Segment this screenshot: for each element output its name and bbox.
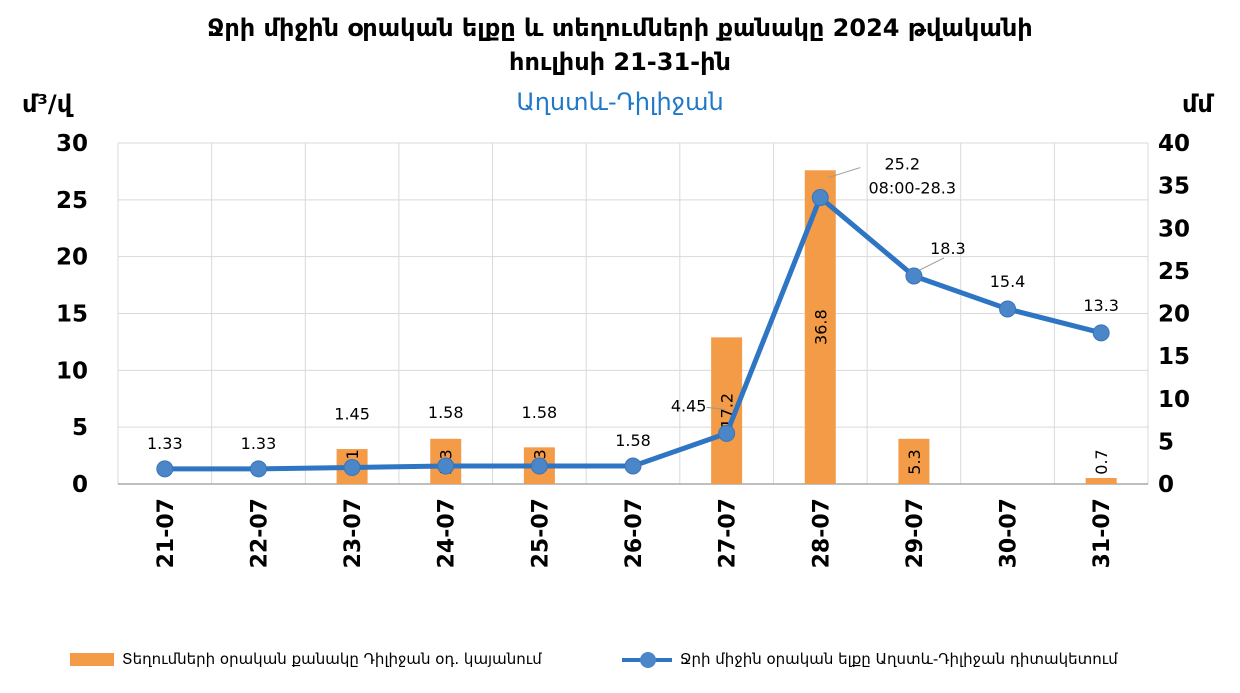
right-axis-tick-label: 5 bbox=[1158, 429, 1174, 455]
left-axis-tick-label: 20 bbox=[56, 245, 88, 271]
chart-title-line2: հուլիսի 21-31-ին bbox=[509, 48, 731, 76]
line-point-discharge bbox=[999, 300, 1017, 318]
bar-data-label: 5.3 bbox=[905, 449, 924, 474]
line-data-label: 1.58 bbox=[428, 403, 464, 422]
right-axis-tick-label: 20 bbox=[1158, 302, 1190, 328]
x-axis-tick-label: 25-07 bbox=[528, 498, 553, 568]
left-axis-unit: մ³/վ bbox=[22, 90, 73, 118]
line-point-discharge bbox=[905, 267, 923, 285]
x-axis-tick-label: 31-07 bbox=[1090, 498, 1115, 568]
x-axis-tick-label: 23-07 bbox=[341, 498, 366, 568]
line-point-discharge bbox=[437, 457, 455, 475]
leader-line bbox=[828, 167, 861, 179]
right-axis-tick-label: 0 bbox=[1158, 472, 1174, 498]
line-data-label: 13.3 bbox=[1083, 296, 1119, 315]
line-data-label: 25.2 bbox=[884, 155, 920, 174]
x-axis-tick-label: 26-07 bbox=[622, 498, 647, 568]
chart-title: Ջրի միջին օրական ելքը և տեղումների քանակ… bbox=[207, 14, 1033, 42]
line-point-discharge bbox=[811, 189, 829, 207]
line-data-label: 15.4 bbox=[990, 272, 1026, 291]
chart-plot: 0 5 10 15 20 25 30 0 5 10 15 20 25 30 35 40 21-07 22-07 23… bbox=[56, 131, 1190, 568]
line-data-label: 1.33 bbox=[147, 434, 183, 453]
chart-subtitle: Աղստև-Դիլիջան bbox=[516, 88, 724, 116]
line-data-label: 4.45 bbox=[671, 396, 707, 415]
line-data-label: 1.58 bbox=[615, 431, 651, 450]
right-axis-tick-label: 40 bbox=[1158, 131, 1190, 157]
right-axis-tick-label: 35 bbox=[1158, 174, 1190, 200]
x-axis-tick-label: 27-07 bbox=[716, 498, 741, 568]
line-point-discharge bbox=[530, 457, 548, 475]
line-data-label: 1.33 bbox=[241, 434, 277, 453]
x-axis-tick-label: 29-07 bbox=[903, 498, 928, 568]
legend-marker-swatch bbox=[640, 652, 656, 668]
leader-line bbox=[919, 257, 945, 271]
line-point-discharge bbox=[343, 459, 361, 477]
line-point-discharge bbox=[624, 457, 642, 475]
left-axis-tick-label: 10 bbox=[56, 358, 88, 384]
line-point-discharge bbox=[1092, 324, 1110, 342]
right-axis-tick-label: 15 bbox=[1158, 344, 1190, 370]
x-axis-tick-label: 21-07 bbox=[154, 498, 179, 568]
bar-precipitation bbox=[1085, 478, 1117, 484]
line-point-discharge bbox=[718, 424, 736, 442]
x-axis-tick-label: 28-07 bbox=[809, 498, 834, 568]
x-axis-tick-label: 30-07 bbox=[997, 498, 1022, 568]
bar-data-label: 36.8 bbox=[811, 309, 830, 345]
right-axis-tick-label: 25 bbox=[1158, 259, 1190, 285]
right-axis-tick-label: 30 bbox=[1158, 216, 1190, 242]
x-axis-tick-label: 24-07 bbox=[435, 498, 460, 568]
left-axis-tick-label: 5 bbox=[72, 415, 88, 441]
left-axis-tick-label: 15 bbox=[56, 302, 88, 328]
line-data-label: 18.3 bbox=[930, 239, 966, 258]
legend-bar-swatch bbox=[70, 653, 114, 666]
leader-line bbox=[706, 406, 725, 410]
left-axis-tick-label: 30 bbox=[56, 131, 88, 157]
right-axis-tick-label: 10 bbox=[1158, 387, 1190, 413]
bar-data-label: 0.7 bbox=[1092, 449, 1111, 474]
line-data-label: 1.45 bbox=[334, 405, 370, 424]
line-point-discharge bbox=[156, 460, 174, 478]
x-axis-tick-label: 22-07 bbox=[247, 498, 272, 568]
legend-line-label: Ջրի միջին օրական ելքը Աղստև-Դիլիջան դիտա… bbox=[680, 650, 1118, 668]
right-axis-unit: մմ bbox=[1182, 90, 1213, 118]
legend-bar-label: Տեղումների օրական քանակը Դիլիջան օդ. կայ… bbox=[122, 650, 542, 668]
chart-annotation: 08:00-28.3 bbox=[869, 179, 957, 198]
bar-precipitation bbox=[898, 438, 930, 484]
left-axis-tick-label: 0 bbox=[72, 472, 88, 498]
left-axis-tick-label: 25 bbox=[56, 188, 88, 214]
line-data-label: 1.58 bbox=[522, 403, 558, 422]
line-point-discharge bbox=[249, 460, 267, 478]
